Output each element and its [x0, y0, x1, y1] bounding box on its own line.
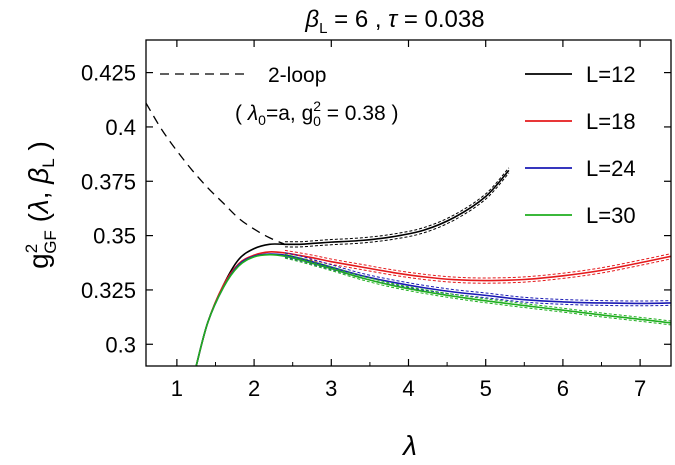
- x-tick-label-2: 2: [248, 376, 260, 401]
- series-l18-lower-band: [284, 255, 671, 284]
- y-tick-label-0.3: 0.3: [105, 332, 136, 357]
- series-l24-lower-band: [284, 257, 671, 307]
- y-axis-label: g2GF (λ, βL ): [22, 141, 60, 269]
- y-tick-label-0.35: 0.35: [93, 224, 136, 249]
- x-tick-label-6: 6: [557, 376, 569, 401]
- legend-label-l12: L=12: [586, 62, 636, 87]
- y-tick-label-0.375: 0.375: [81, 169, 136, 194]
- series-l18: [195, 249, 671, 366]
- y-tick-label-0.325: 0.325: [81, 278, 136, 303]
- series-l12-upper-band: [284, 167, 510, 243]
- series-l24-line: [195, 253, 671, 366]
- series-l24: [195, 252, 671, 366]
- two-loop-params: ( λ0=a, g2 0 = 0.38 ): [235, 98, 399, 129]
- series-l18-upper-band: [284, 249, 671, 279]
- series-l18-line: [195, 251, 671, 366]
- x-axis-label: λ: [401, 430, 417, 461]
- x-tick-label-3: 3: [325, 376, 337, 401]
- chart-title: βL = 6 , τ = 0.038: [304, 6, 484, 37]
- series-l30-line: [195, 253, 671, 366]
- legend-label-l24: L=24: [586, 156, 636, 181]
- series-l24-upper-band: [284, 252, 671, 302]
- series-l12: [195, 167, 510, 366]
- y-tick-label-0.425: 0.425: [81, 61, 136, 86]
- two-loop-label: 2-loop: [268, 64, 326, 87]
- series-l30: [195, 253, 671, 366]
- legend-label-l30: L=30: [586, 203, 636, 228]
- x-tick-label-1: 1: [171, 376, 183, 401]
- series-l12-line: [195, 169, 510, 366]
- two-loop-annotation: 2-loop ( λ0=a, g2 0 = 0.38 ): [160, 64, 399, 129]
- legend-label-l18: L=18: [586, 109, 636, 134]
- y-tick-label-0.4: 0.4: [105, 115, 136, 140]
- x-tick-label-5: 5: [480, 376, 492, 401]
- legend: L=12 L=18 L=24 L=30: [525, 62, 636, 228]
- x-tick-label-4: 4: [402, 376, 414, 401]
- x-tick-label-7: 7: [634, 376, 646, 401]
- series-l12-lower-band: [284, 172, 510, 248]
